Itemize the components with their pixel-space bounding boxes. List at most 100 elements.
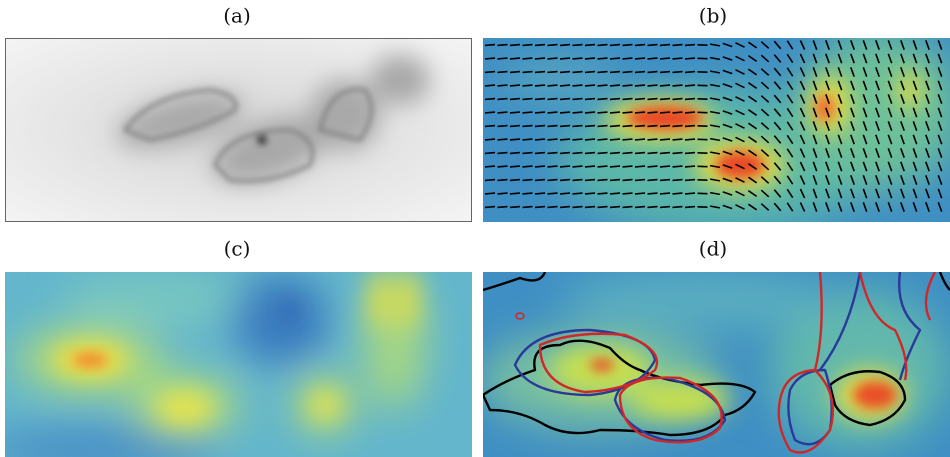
wind-arrow: [635, 180, 645, 181]
wind-arrow: [498, 58, 508, 59]
wind-arrow: [623, 45, 633, 46]
panel-label: (a): [223, 4, 251, 28]
wind-arrow: [485, 153, 495, 154]
wind-arrow: [635, 139, 645, 140]
wind-arrow: [585, 153, 595, 154]
wind-arrow: [548, 139, 558, 140]
wind-arrow: [610, 126, 620, 127]
wind-arrow: [673, 153, 683, 154]
wind-arrow: [648, 99, 658, 100]
panel-label: (d): [699, 237, 727, 261]
wind-arrow: [510, 139, 520, 140]
wind-arrow: [510, 72, 520, 73]
wind-arrow: [548, 166, 558, 167]
wind-arrow: [598, 112, 608, 113]
wind-arrow: [535, 166, 545, 167]
wind-arrow: [498, 139, 508, 140]
wind-arrow: [548, 153, 558, 154]
wind-arrow: [610, 166, 620, 167]
wind-arrow: [510, 112, 520, 113]
wind-arrow: [510, 193, 520, 194]
wind-arrow: [623, 99, 633, 100]
wind-arrow: [685, 207, 695, 208]
wind-arrow: [623, 85, 633, 86]
wind-arrow: [635, 112, 645, 113]
wind-arrow: [685, 85, 695, 86]
wind-arrow: [548, 180, 558, 181]
wind-arrow: [535, 139, 545, 140]
wind-arrow: [610, 58, 620, 59]
wind-arrow: [635, 72, 645, 73]
wind-arrow: [510, 153, 520, 154]
wind-arrow: [673, 193, 683, 194]
wind-arrow: [523, 153, 533, 154]
wind-arrow: [535, 72, 545, 73]
wind-arrow: [660, 112, 670, 113]
wind-arrow: [535, 193, 545, 194]
wind-arrow: [598, 85, 608, 86]
wind-arrow: [560, 166, 570, 167]
wind-arrow: [660, 180, 670, 181]
wind-arrow: [523, 207, 533, 208]
wind-arrow: [485, 72, 495, 73]
wind-arrow: [498, 45, 508, 46]
wind-arrow: [523, 72, 533, 73]
wind-arrow: [673, 139, 683, 140]
wind-arrow: [660, 126, 670, 127]
wind-arrow: [585, 45, 595, 46]
wind-arrow: [610, 207, 620, 208]
wind-arrow: [573, 193, 583, 194]
wind-arrow: [523, 45, 533, 46]
wind-arrow: [585, 126, 595, 127]
wind-arrow: [598, 139, 608, 140]
panel-label: (c): [224, 237, 251, 261]
wind-arrow: [510, 166, 520, 167]
wind-arrow: [573, 126, 583, 127]
wind-arrow: [685, 126, 695, 127]
panel-c-image: [0, 270, 472, 457]
wind-arrow: [585, 112, 595, 113]
wind-arrow: [560, 72, 570, 73]
wind-arrow: [623, 166, 633, 167]
wind-arrow: [660, 72, 670, 73]
wind-arrow: [648, 58, 658, 59]
wind-arrow: [610, 153, 620, 154]
wind-arrow: [560, 45, 570, 46]
wind-arrow: [485, 85, 495, 86]
wind-arrow: [598, 72, 608, 73]
wind-arrow: [685, 45, 695, 46]
wind-arrow: [648, 72, 658, 73]
wind-arrow: [535, 180, 545, 181]
wind-arrow: [523, 166, 533, 167]
wind-arrow: [610, 72, 620, 73]
wind-arrow: [510, 99, 520, 100]
wind-arrow: [610, 99, 620, 100]
wind-arrow: [573, 166, 583, 167]
wind-arrow: [635, 153, 645, 154]
wind-arrow: [635, 166, 645, 167]
wind-arrow: [648, 45, 658, 46]
page: (a) (b) (c) (d): [0, 0, 950, 457]
wind-arrow: [598, 193, 608, 194]
wind-arrow: [560, 58, 570, 59]
wind-arrow: [548, 45, 558, 46]
wind-arrow: [610, 45, 620, 46]
wind-arrow: [673, 126, 683, 127]
wind-arrow: [648, 153, 658, 154]
wind-arrow: [560, 153, 570, 154]
wind-arrow: [648, 126, 658, 127]
wind-arrow: [485, 207, 495, 208]
panel-a-image: [5, 38, 472, 222]
wind-arrow: [598, 153, 608, 154]
wind-arrow: [548, 126, 558, 127]
wind-arrow: [648, 85, 658, 86]
wind-arrow: [485, 193, 495, 194]
wind-arrow: [523, 139, 533, 140]
wind-arrow: [573, 112, 583, 113]
wind-arrow: [610, 180, 620, 181]
wind-arrow: [535, 99, 545, 100]
wind-arrow: [523, 99, 533, 100]
wind-arrow: [485, 99, 495, 100]
wind-arrow: [535, 153, 545, 154]
wind-arrow: [573, 72, 583, 73]
